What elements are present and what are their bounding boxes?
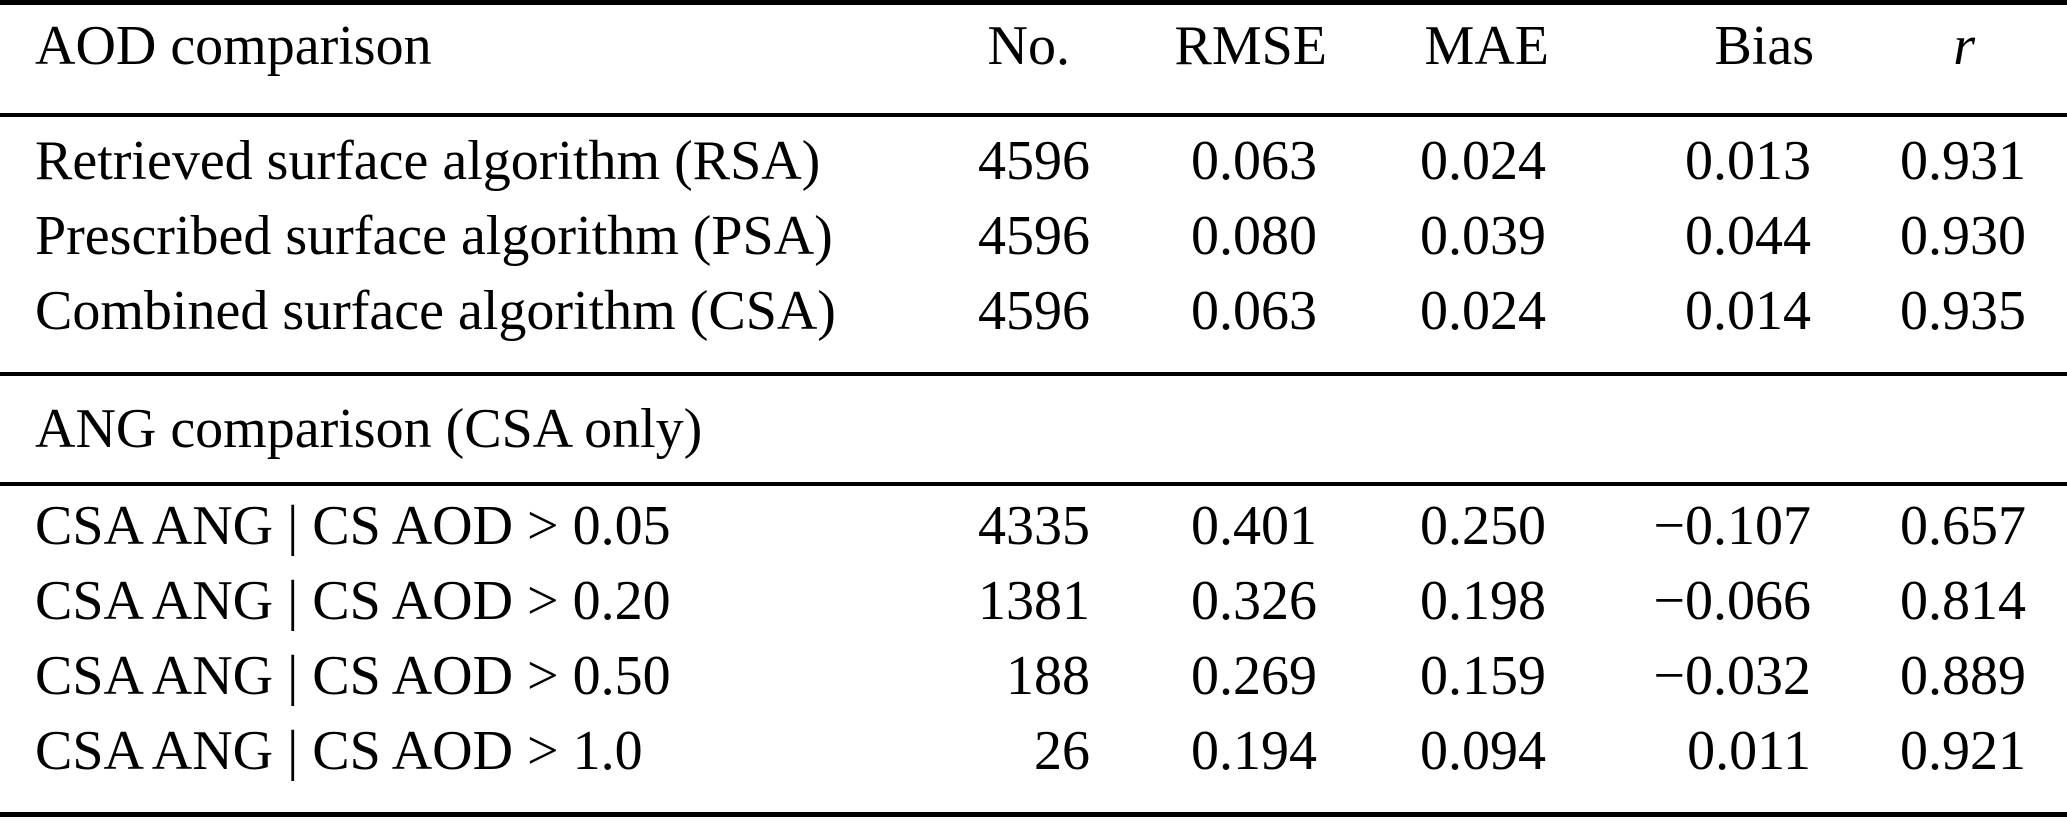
- table-row-psa: Prescribed surface algorithm (PSA) 4596 …: [0, 198, 2067, 273]
- section-header-row: ANG comparison (CSA only): [0, 374, 2067, 484]
- cell-no: 4596: [978, 279, 1090, 342]
- cell-rmse: 0.269: [1191, 644, 1317, 707]
- cell-no: 188: [1006, 644, 1090, 707]
- cell-mae: 0.250: [1420, 494, 1546, 557]
- row-label: CSA ANG | CS AOD > 0.20: [35, 569, 671, 632]
- cell-no: 4596: [978, 129, 1090, 192]
- cell-mae: 0.024: [1420, 129, 1546, 192]
- column-header-mae: MAE: [1424, 15, 1549, 77]
- row-label: Retrieved surface algorithm (RSA): [35, 129, 821, 192]
- cell-no: 4335: [978, 494, 1090, 557]
- table-row-ang-005: CSA ANG | CS AOD > 0.05 4335 0.401 0.250…: [0, 484, 2067, 563]
- table-row-ang-050: CSA ANG | CS AOD > 0.50 188 0.269 0.159 …: [0, 638, 2067, 713]
- row-label: CSA ANG | CS AOD > 1.0: [35, 719, 643, 782]
- cell-rmse: 0.063: [1191, 129, 1317, 192]
- cell-bias: −0.032: [1653, 644, 1811, 707]
- row-label: Combined surface algorithm (CSA): [35, 279, 836, 342]
- cell-rmse: 0.326: [1191, 569, 1317, 632]
- cell-bias: 0.044: [1685, 204, 1811, 267]
- aod-comparison-rows: Retrieved surface algorithm (RSA) 4596 0…: [0, 115, 2067, 374]
- cell-rmse: 0.194: [1191, 719, 1317, 782]
- cell-r: 0.814: [1900, 569, 2026, 632]
- cell-rmse: 0.080: [1191, 204, 1317, 267]
- table-row-ang-020: CSA ANG | CS AOD > 0.20 1381 0.326 0.198…: [0, 563, 2067, 638]
- ang-comparison-rows: CSA ANG | CS AOD > 0.05 4335 0.401 0.250…: [0, 484, 2067, 815]
- cell-r: 0.930: [1900, 204, 2026, 267]
- cell-r: 0.931: [1900, 129, 2026, 192]
- table-row-ang-10: CSA ANG | CS AOD > 1.0 26 0.194 0.094 0.…: [0, 713, 2067, 815]
- column-header-rmse: RMSE: [1174, 15, 1328, 77]
- cell-mae: 0.198: [1420, 569, 1546, 632]
- column-header-no: No.: [987, 15, 1070, 77]
- cell-rmse: 0.063: [1191, 279, 1317, 342]
- cell-no: 1381: [978, 569, 1090, 632]
- cell-bias: −0.066: [1653, 569, 1811, 632]
- header-row: AOD comparison No. RMSE MAE Bias r: [0, 3, 2067, 116]
- cell-mae: 0.094: [1420, 719, 1546, 782]
- cell-bias: −0.107: [1653, 494, 1811, 557]
- row-label: Prescribed surface algorithm (PSA): [35, 204, 833, 267]
- column-header-r: r: [1953, 15, 1975, 77]
- cell-no: 4596: [978, 204, 1090, 267]
- cell-bias: 0.014: [1685, 279, 1811, 342]
- row-label: CSA ANG | CS AOD > 0.50: [35, 644, 671, 707]
- ang-section-header: ANG comparison (CSA only): [0, 374, 2067, 484]
- cell-mae: 0.159: [1420, 644, 1546, 707]
- column-header-bias: Bias: [1714, 15, 1814, 77]
- row-label: CSA ANG | CS AOD > 0.05: [35, 494, 671, 557]
- cell-r: 0.921: [1900, 719, 2026, 782]
- cell-mae: 0.024: [1420, 279, 1546, 342]
- cell-bias: 0.011: [1687, 719, 1811, 782]
- cell-bias: 0.013: [1685, 129, 1811, 192]
- cell-r: 0.935: [1900, 279, 2026, 342]
- table-row-csa: Combined surface algorithm (CSA) 4596 0.…: [0, 273, 2067, 374]
- section-title-ang: ANG comparison (CSA only): [35, 398, 703, 460]
- cell-r: 0.889: [1900, 644, 2026, 707]
- cell-no: 26: [1034, 719, 1090, 782]
- cell-r: 0.657: [1900, 494, 2026, 557]
- cell-rmse: 0.401: [1191, 494, 1317, 557]
- table-row-rsa: Retrieved surface algorithm (RSA) 4596 0…: [0, 115, 2067, 198]
- table-header: AOD comparison No. RMSE MAE Bias r: [0, 3, 2067, 116]
- cell-mae: 0.039: [1420, 204, 1546, 267]
- section-title-aod: AOD comparison: [35, 15, 432, 77]
